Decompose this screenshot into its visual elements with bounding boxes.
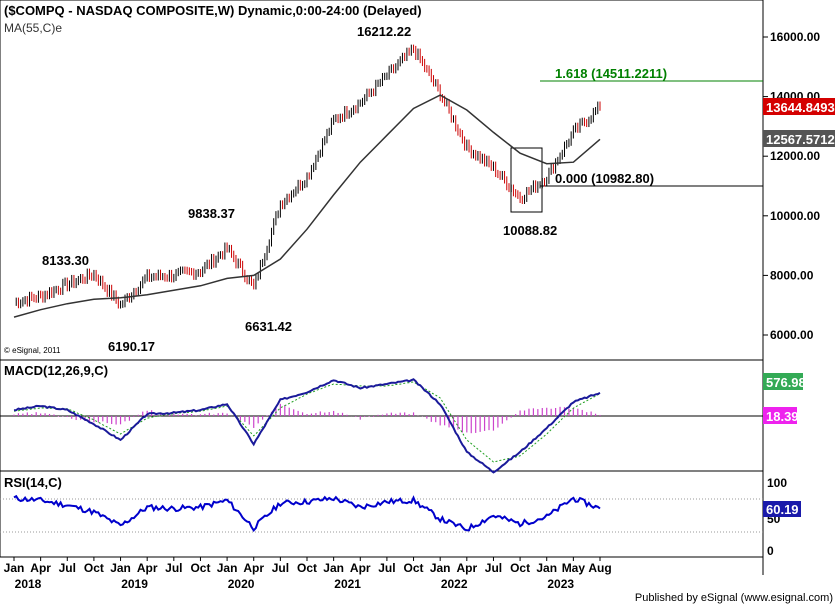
year-label: 2022 (441, 577, 468, 591)
label-6631: 6631.42 (245, 319, 292, 334)
macd-badge-text: 576.98 (766, 375, 806, 390)
fib-low-label: 0.000 (10982.80) (555, 171, 654, 186)
hist-badge-text: 18.39 (766, 409, 799, 424)
rsi-title: RSI(14,C) (4, 475, 62, 490)
month-label: Jan (430, 561, 451, 575)
label-16212: 16212.22 (357, 24, 411, 39)
month-label: Jan (217, 561, 238, 575)
close-badge-text: 13644.8493 (766, 100, 835, 115)
month-label: Oct (510, 561, 530, 575)
month-label: Jan (536, 561, 557, 575)
month-label: Jan (4, 561, 25, 575)
price-tick-label: 10000.00 (770, 209, 820, 223)
published-text: Published by eSignal (www.esignal.com) (635, 592, 833, 604)
rsi-panel (0, 470, 764, 558)
ma-badge (763, 130, 835, 147)
ma-legend: MA(55,C)e (4, 21, 62, 35)
rsi-line (13, 494, 601, 533)
macd-signal-line (13, 381, 601, 463)
month-label: Jul (378, 561, 395, 575)
month-label: Oct (404, 561, 424, 575)
year-label: 2018 (15, 577, 42, 591)
month-label: May (562, 561, 586, 575)
ma-line (13, 94, 601, 318)
rsi-badge (763, 501, 801, 517)
rsi-badge-text: 60.19 (766, 502, 799, 517)
month-label: Jul (165, 561, 182, 575)
month-label: Apr (350, 561, 371, 575)
price-tick-label: 16000.00 (770, 30, 820, 44)
price-tick-label: 12000.00 (770, 149, 820, 163)
month-label: Oct (190, 561, 210, 575)
month-label: Apr (30, 561, 51, 575)
macd-histogram (13, 403, 601, 434)
macd-badge (763, 373, 803, 390)
macd-line (13, 378, 601, 474)
month-label: Jul (59, 561, 76, 575)
year-label: 2023 (547, 577, 574, 591)
ma-badge-text: 12567.5712 (766, 132, 835, 147)
price-axis: 16000.0014000.0012000.0010000.008000.006… (763, 30, 820, 342)
month-label: Oct (84, 561, 104, 575)
month-label: Apr (137, 561, 158, 575)
fib-high-label: 1.618 (14511.2211) (555, 66, 667, 81)
month-label: Jul (272, 561, 289, 575)
year-label: 2020 (228, 577, 255, 591)
month-label: Aug (588, 561, 611, 575)
close-badge (763, 98, 835, 115)
month-label: Jan (110, 561, 131, 575)
rsi-tick-0: 0 (767, 544, 774, 558)
month-label: Jul (485, 561, 502, 575)
month-label: Oct (297, 561, 317, 575)
copyright-text: © eSignal, 2011 (4, 346, 61, 355)
macd-title: MACD(12,26,9,C) (4, 363, 108, 378)
label-9838: 9838.37 (188, 206, 235, 221)
rsi-tick-100: 100 (767, 476, 787, 490)
price-tick-label: 8000.00 (770, 268, 814, 282)
time-axis: Jan Apr Jul Oct Jan Apr Jul Oct Jan Apr Jul Oct Jan A… (4, 557, 612, 591)
chart-title: ($COMPQ - NASDAQ COMPOSITE,W) Dynamic,0:… (4, 3, 422, 18)
price-tick-label: 6000.00 (770, 328, 814, 342)
month-label: Apr (243, 561, 264, 575)
year-label: 2019 (121, 577, 148, 591)
month-label: Apr (456, 561, 477, 575)
month-label: Jan (323, 561, 344, 575)
year-label: 2021 (334, 577, 361, 591)
hist-badge (763, 407, 797, 424)
label-8133: 8133.30 (42, 253, 89, 268)
label-6190: 6190.17 (108, 339, 155, 354)
label-10088: 10088.82 (503, 223, 557, 238)
